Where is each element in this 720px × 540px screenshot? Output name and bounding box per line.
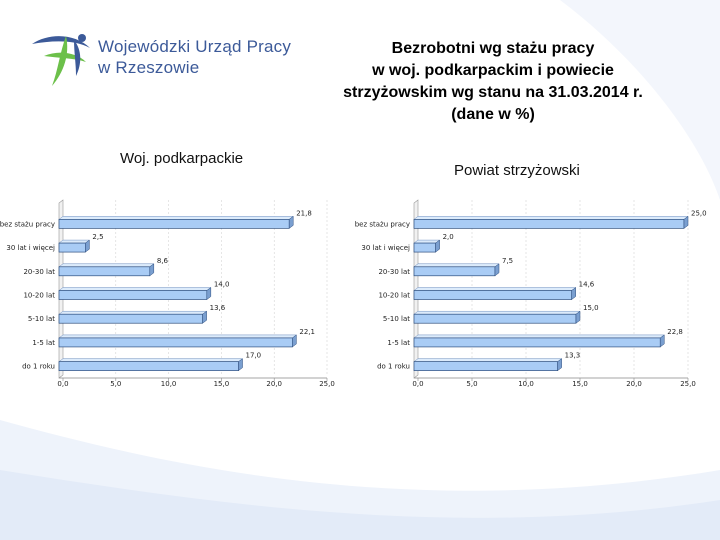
value-label: 7,5 — [502, 257, 513, 265]
bar-side — [494, 263, 500, 277]
chart-title-right: Powiat strzyżowski — [454, 162, 580, 179]
value-label: 22,1 — [299, 328, 315, 336]
bar-top — [413, 287, 577, 291]
bar — [413, 334, 665, 348]
category-label: 5-10 lat — [383, 315, 410, 323]
bar-front — [413, 337, 661, 348]
x-tick-label: 5,0 — [466, 380, 477, 388]
bar-front — [413, 266, 496, 277]
bar-side — [683, 215, 689, 229]
x-tick-label: 15,0 — [572, 380, 588, 388]
title-line-1: Bezrobotni wg stażu pracy — [391, 40, 595, 57]
bar — [413, 287, 577, 300]
bar — [58, 215, 294, 229]
bar-front — [413, 313, 577, 324]
bar-top — [413, 310, 581, 315]
bar-front — [413, 242, 436, 253]
category-label: do 1 roku — [377, 363, 410, 371]
title-line-4: (dane w %) — [451, 106, 535, 123]
bar — [413, 358, 563, 372]
x-tick-label: 10,0 — [161, 380, 177, 388]
title-line-3: strzyżowskim wg stanu na 31.03.2014 r. — [343, 84, 643, 101]
bar — [58, 263, 155, 277]
title-line-2: w woj. podkarpackim i powiecie — [372, 62, 614, 79]
category-label: 1-5 lat — [387, 339, 410, 347]
bar-top — [413, 334, 665, 339]
bar-top — [413, 358, 563, 362]
value-label: 13,3 — [565, 352, 581, 360]
x-tick-label: 0,0 — [57, 380, 68, 388]
category-label: 1-5 lat — [32, 339, 55, 347]
bar — [58, 287, 212, 300]
value-label: 21,8 — [296, 209, 312, 217]
value-label: 2,0 — [443, 233, 454, 241]
x-tick-label: 15,0 — [214, 380, 230, 388]
value-label: 15,0 — [583, 304, 599, 312]
category-label: bez stażu pracy — [355, 220, 410, 228]
bar — [413, 215, 689, 229]
category-label: 10-20 lat — [23, 292, 55, 300]
bar — [58, 310, 208, 324]
category-label: 20-30 lat — [23, 268, 55, 276]
x-tick-label: 20,0 — [626, 380, 642, 388]
x-tick-label: 20,0 — [266, 380, 282, 388]
bar-side — [292, 334, 297, 348]
bar — [58, 334, 298, 348]
x-tick-label: 10,0 — [518, 380, 534, 388]
value-label: 22,8 — [667, 328, 683, 336]
category-label: 10-20 lat — [378, 292, 410, 300]
bar — [58, 239, 91, 253]
bar — [413, 239, 441, 253]
bar-side — [557, 358, 562, 372]
value-label: 8,6 — [157, 257, 169, 265]
bar-front — [413, 219, 685, 229]
bar — [58, 358, 244, 372]
bar-front — [413, 361, 558, 371]
category-label: 5-10 lat — [28, 315, 55, 323]
value-label: 25,0 — [691, 209, 707, 217]
category-label: 30 lat i więcej — [361, 244, 410, 252]
value-label: 14,0 — [214, 281, 230, 289]
bar-top — [413, 216, 689, 220]
bar-side — [202, 310, 207, 324]
bar-side — [659, 334, 665, 348]
x-tick-label: 25,0 — [319, 380, 335, 388]
logo-icon — [32, 34, 90, 86]
category-label: do 1 roku — [22, 363, 55, 371]
category-label: 20-30 lat — [378, 268, 410, 276]
bar-side — [571, 287, 576, 300]
bar-side — [206, 287, 212, 300]
bar-side — [575, 310, 581, 324]
value-label: 13,6 — [210, 304, 226, 312]
logo-text: Wojewódzki Urząd Pracy w Rzeszowie — [98, 36, 291, 78]
category-label: 30 lat i więcej — [6, 244, 55, 252]
x-tick-label: 5,0 — [110, 380, 121, 388]
bar — [413, 263, 500, 277]
bar-front — [413, 290, 573, 300]
logo-line-2: w Rzeszowie — [98, 58, 200, 77]
bar-side — [435, 239, 440, 253]
bar-top — [413, 239, 441, 244]
value-label: 2,5 — [92, 233, 103, 241]
bar — [413, 310, 581, 324]
bar-side — [238, 358, 243, 372]
x-tick-label: 0,0 — [412, 380, 423, 388]
bar-side — [85, 239, 90, 253]
slide-title: Bezrobotni wg stażu pracy w woj. podkarp… — [318, 38, 668, 126]
x-tick-label: 25,0 — [680, 380, 696, 388]
value-label: 14,6 — [579, 281, 595, 289]
value-label: 17,0 — [246, 352, 262, 360]
logo-line-1: Wojewódzki Urząd Pracy — [98, 37, 292, 56]
bar-top — [413, 263, 500, 268]
chart-title-left: Woj. podkarpackie — [120, 150, 244, 167]
bar-side — [149, 263, 155, 277]
category-label: bez stażu pracy — [0, 220, 55, 228]
bar-side — [288, 215, 294, 229]
